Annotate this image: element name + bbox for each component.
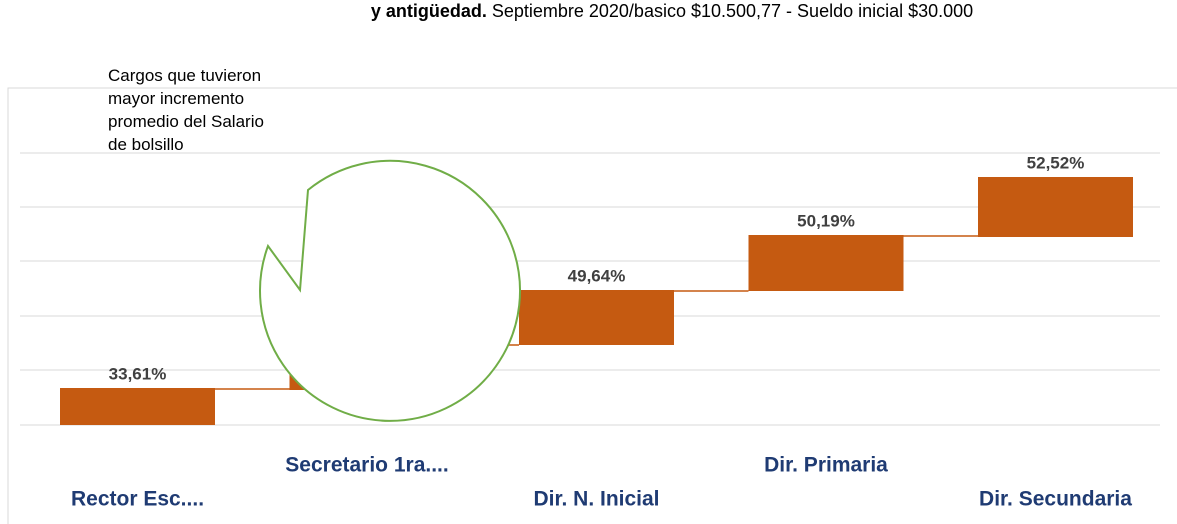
bar <box>748 235 904 291</box>
chart-title: y antigüedad. Septiembre 2020/basico $10… <box>371 1 973 21</box>
value-label: 33,61% <box>109 364 167 383</box>
x-tick-label: Secretario 1ra.... <box>285 454 448 477</box>
callout-bubble <box>259 159 522 422</box>
title-rest: Septiembre 2020/basico $10.500,77 - Suel… <box>492 1 973 21</box>
plot-frame <box>7 87 1177 524</box>
x-tick-label: Rector Esc.... <box>71 488 204 511</box>
bar <box>978 177 1133 237</box>
callout-text: Cargos que tuvieron mayor incremento pro… <box>108 66 264 154</box>
bar <box>519 290 674 345</box>
value-label: 49,64% <box>568 266 626 285</box>
x-tick-label: Dir. Secundaria <box>979 488 1132 511</box>
title-emphasis: y antigüedad. <box>371 1 487 21</box>
x-tick-label: Dir. N. Inicial <box>533 488 659 511</box>
value-label: 50,19% <box>797 211 855 230</box>
value-label: 52,52% <box>1027 153 1085 172</box>
bar <box>60 388 215 425</box>
x-tick-label: Dir. Primaria <box>764 454 888 477</box>
grid <box>20 152 1160 426</box>
